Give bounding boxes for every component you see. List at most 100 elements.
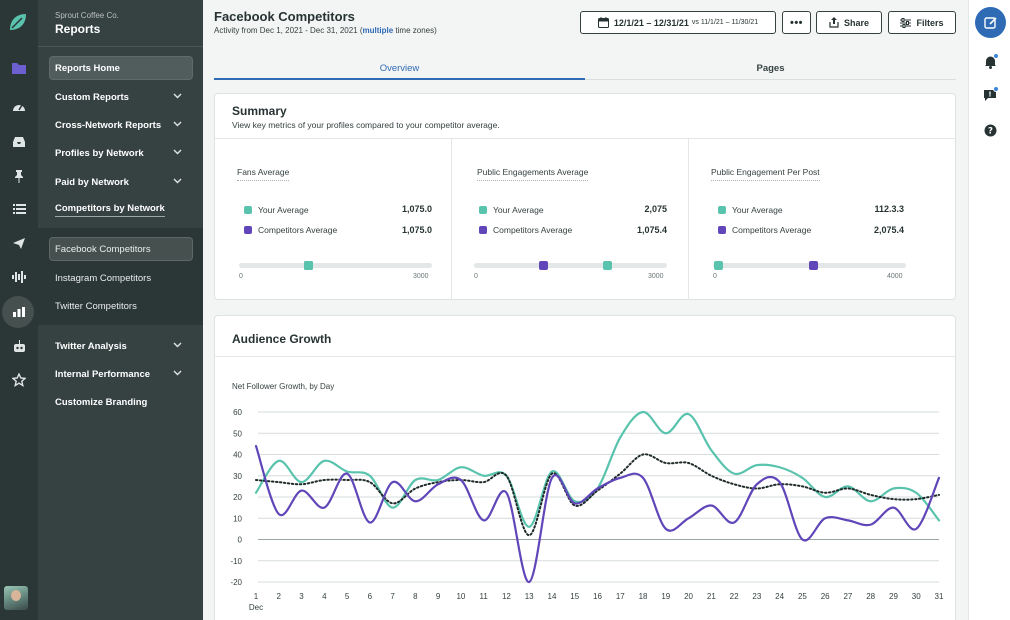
sidebar-item-label: Custom Reports: [55, 91, 129, 103]
sidebar-item-label: Profiles by Network: [55, 147, 144, 159]
x-tick-label: 2: [277, 592, 282, 601]
bot-icon[interactable]: [0, 331, 38, 361]
competitors-submenu: Facebook Competitors Instagram Competito…: [38, 228, 203, 325]
divider: [215, 138, 955, 139]
sidebar-item-label: Cross-Network Reports: [55, 119, 162, 131]
x-tick-label: 22: [730, 592, 739, 601]
feedback-button[interactable]: !: [982, 86, 999, 103]
x-tick-label: 8: [413, 592, 418, 601]
sidebar-item-label: Paid by Network: [55, 176, 129, 188]
your-marker: [602, 261, 612, 270]
sidebar-subitem-instagram-competitors[interactable]: Instagram Competitors: [50, 267, 192, 289]
legend-competitors-average: Competitors Average: [244, 225, 337, 235]
subtitle-pre: Activity from Dec 1, 2021 - Dec 31, 2021…: [214, 26, 363, 35]
timezone-link[interactable]: multiple: [362, 26, 394, 35]
x-tick-label: 27: [843, 592, 852, 601]
sidebar-item-twitter-analysis[interactable]: Twitter Analysis: [50, 335, 192, 357]
sidebar-item-label: Twitter Competitors: [55, 300, 137, 312]
competitors-marker: [538, 261, 548, 270]
sidebar-item-internal-performance[interactable]: Internal Performance: [50, 363, 192, 385]
tab-bar: Overview Pages: [214, 58, 956, 80]
compose-button[interactable]: [975, 7, 1006, 38]
x-tick-label: 25: [798, 592, 807, 601]
avatar[interactable]: [4, 586, 28, 610]
x-tick-label: 21: [707, 592, 716, 601]
sidebar-subitem-twitter-competitors[interactable]: Twitter Competitors: [50, 295, 192, 317]
notifications-button[interactable]: [982, 53, 999, 70]
your-marker: [303, 261, 313, 270]
x-tick-label: 24: [775, 592, 784, 601]
gauge-icon[interactable]: [0, 92, 38, 122]
date-range-button[interactable]: 12/1/21 – 12/31/21 vs 11/1/21 – 11/30/21: [580, 11, 776, 34]
comparison-track: [239, 261, 432, 270]
comparison-track: [713, 261, 906, 270]
page-title: Facebook Competitors: [214, 9, 355, 24]
x-tick-label: 11: [480, 592, 489, 601]
metric-title[interactable]: Public Engagements Average: [477, 167, 589, 181]
notification-dot: [993, 86, 999, 92]
chevron-down-icon: [173, 342, 182, 348]
reports-icon[interactable]: [0, 296, 38, 328]
y-tick-label: 40: [233, 451, 242, 460]
sidebar-item-competitors-by-network[interactable]: Competitors by Network: [50, 199, 192, 221]
track-max-label: 4000: [887, 273, 903, 280]
metric-title[interactable]: Public Engagement Per Post: [711, 167, 820, 181]
y-tick-label: 10: [233, 514, 242, 523]
notification-dot: [993, 53, 999, 59]
swatch: [718, 226, 726, 234]
sprout-logo[interactable]: [7, 11, 29, 33]
x-tick-label: 17: [616, 592, 625, 601]
sidebar-title: Reports: [55, 22, 101, 36]
date-range-label: 12/1/21 – 12/31/21: [613, 17, 689, 28]
sidebar-item-custom-reports[interactable]: Custom Reports: [50, 86, 192, 108]
x-tick-label: 18: [639, 592, 648, 601]
legend-label: Competitors Average: [493, 225, 573, 235]
tab-overview[interactable]: Overview: [214, 58, 585, 80]
x-tick-label: 30: [912, 592, 921, 601]
y-tick-label: -20: [230, 578, 242, 587]
send-icon[interactable]: [0, 228, 38, 258]
list-icon[interactable]: [0, 194, 38, 224]
folder-icon[interactable]: [0, 53, 38, 83]
help-button[interactable]: ?: [982, 122, 998, 138]
sidebar-item-customize-branding[interactable]: Customize Branding: [50, 391, 192, 413]
legend-your-average: Your Average: [718, 205, 783, 215]
y-axis-label: Net Follower Growth, by Day: [232, 382, 334, 391]
divider: [38, 46, 203, 47]
sliders-icon: [900, 17, 912, 28]
calendar-icon: [597, 17, 609, 28]
pin-icon[interactable]: [0, 161, 38, 191]
tab-pages[interactable]: Pages: [585, 58, 956, 80]
share-button[interactable]: Share: [816, 11, 882, 34]
track-min-label: 0: [474, 273, 478, 280]
swatch: [244, 226, 252, 234]
page-subtitle: Activity from Dec 1, 2021 - Dec 31, 2021…: [214, 26, 437, 35]
metric-title[interactable]: Fans Average: [237, 167, 290, 181]
listening-icon[interactable]: [0, 262, 38, 292]
feedback-icon: !: [984, 90, 996, 101]
main-content: Facebook Competitors Activity from Dec 1…: [203, 0, 968, 620]
summary-title: Summary: [232, 104, 287, 118]
sidebar-item-cross-network-reports[interactable]: Cross-Network Reports: [50, 114, 192, 136]
x-tick-label: 13: [525, 592, 534, 601]
x-tick-label: 10: [456, 592, 465, 601]
y-tick-label: 20: [233, 493, 242, 502]
sidebar-item-paid-by-network[interactable]: Paid by Network: [50, 171, 192, 193]
summary-subtitle: View key metrics of your profiles compar…: [232, 120, 500, 130]
star-icon[interactable]: [0, 365, 38, 395]
chart-title: Audience Growth: [232, 332, 332, 346]
filters-button[interactable]: Filters: [888, 11, 956, 34]
inbox-icon[interactable]: [0, 127, 38, 157]
reports-sidebar: Sprout Coffee Co. Reports Reports Home C…: [38, 0, 203, 620]
series-line-1: [254, 410, 941, 528]
bell-icon: [984, 56, 996, 69]
swatch: [244, 206, 252, 214]
x-tick-label: 12: [502, 592, 511, 601]
sidebar-item-reports-home[interactable]: Reports Home: [50, 57, 192, 79]
more-options-button[interactable]: •••: [782, 11, 811, 34]
sidebar-item-profiles-by-network[interactable]: Profiles by Network: [50, 142, 192, 164]
sidebar-subitem-facebook-competitors[interactable]: Facebook Competitors: [50, 238, 192, 260]
metric-public-engagements-average: Public Engagements Average Your Average …: [452, 139, 689, 300]
sidebar-item-label: Competitors by Network: [55, 203, 165, 217]
share-label: Share: [843, 17, 869, 28]
